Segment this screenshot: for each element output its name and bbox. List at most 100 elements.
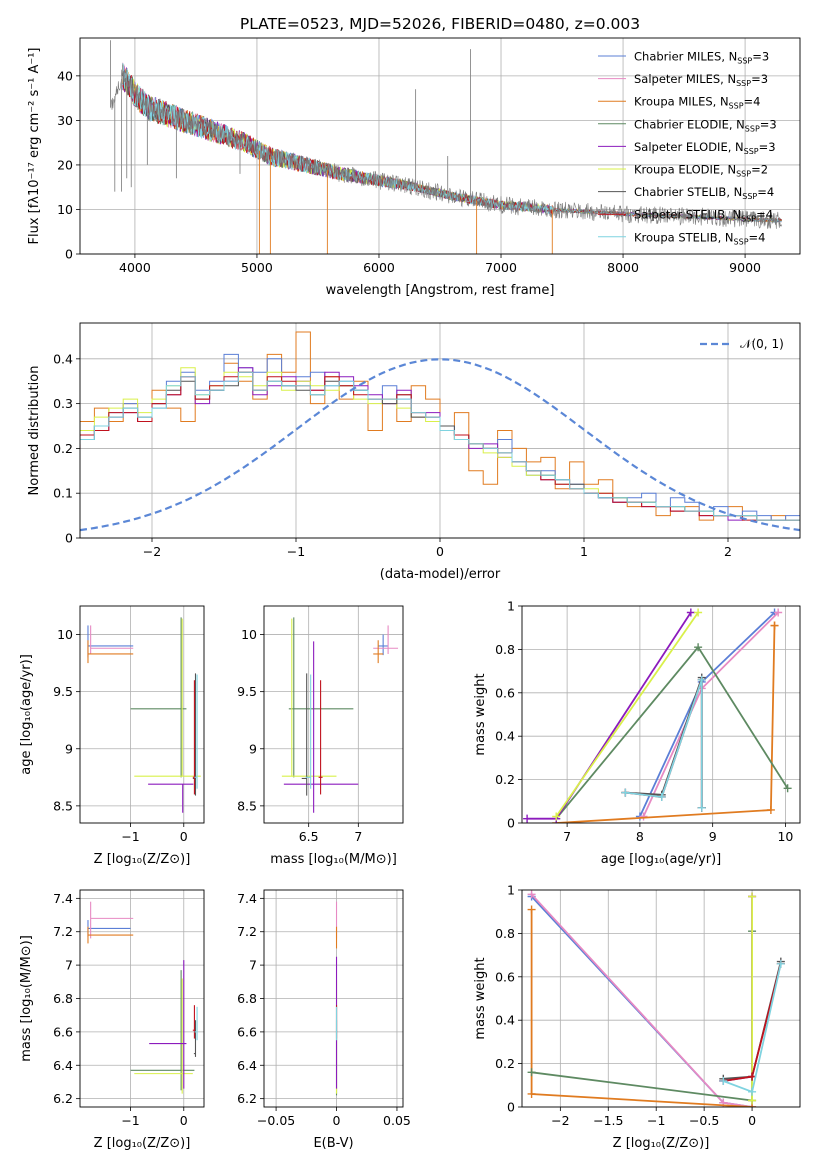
x-tick-label: 7 <box>563 829 571 844</box>
errorbar-salpeter-stelib <box>318 680 323 795</box>
y-tick-label: 0 <box>507 1100 515 1115</box>
y-tick-label: 1 <box>507 599 515 614</box>
grid <box>522 889 800 1108</box>
weight-marker-salpeter-miles <box>774 608 783 617</box>
weight-marker-kroupa-elodie <box>552 812 561 821</box>
axes-age_vs_Z: −1 0 8.5 9 9.5 10 Z [log₁₀(Z/Z⊙)] age [log₁₀(ag… <box>19 605 205 867</box>
y-tick-label: 7.2 <box>237 924 257 939</box>
x-tick-label: −2 <box>143 544 161 559</box>
weight-marker-kroupa-stelib <box>697 803 706 812</box>
errorbar-chabrier-elodie <box>130 970 195 1091</box>
x-tick-label: 6.5 <box>299 829 319 844</box>
errorbar-kroupa-miles <box>87 926 134 944</box>
plot-area <box>87 901 198 1094</box>
y-tick-label: 9 <box>65 741 73 756</box>
errorbar-chabrier-stelib <box>193 1020 197 1057</box>
y-tick-label: 6.4 <box>237 1058 257 1073</box>
y-tick-label: 10 <box>241 627 257 642</box>
legend-label-salpeter-stelib: Salpeter STELIB, NSSP=4 <box>634 208 773 224</box>
x-tick-label: 9000 <box>729 260 761 275</box>
weight-marker-kroupa-stelib <box>719 1076 728 1085</box>
x-axis-label: E(B-V) <box>313 1136 353 1151</box>
y-tick-label: 7.2 <box>53 924 73 939</box>
x-axis-label: Z [log₁₀(Z/Z⊙)] <box>94 1136 191 1151</box>
errorbar-salpeter-miles <box>90 901 134 939</box>
y-tick-label: 7.4 <box>237 891 257 906</box>
errorbar-kroupa-stelib <box>194 1006 198 1041</box>
plot-area <box>527 890 785 1107</box>
weight-marker-salpeter-elodie <box>523 814 532 823</box>
x-tick-label: 1 <box>580 544 588 559</box>
legend-label-chabrier-stelib: Chabrier STELIB, NSSP=4 <box>634 185 774 201</box>
legend-label-chabrier-miles: Chabrier MILES, NSSP=3 <box>634 50 769 66</box>
weight-marker-kroupa-elodie <box>694 608 703 617</box>
x-tick-label: 0 <box>436 544 444 559</box>
x-tick-label: 0 <box>180 829 188 844</box>
y-tick-label: 7 <box>249 958 257 973</box>
x-axis-label: age [log₁₀(age/yr)] <box>601 852 722 867</box>
y-tick-label: 0.4 <box>53 351 73 366</box>
y-tick-label: 8.5 <box>237 798 257 813</box>
x-tick-label: 8000 <box>607 260 639 275</box>
x-tick-label: 0 <box>180 1113 188 1128</box>
x-tick-label: −2 <box>551 1113 569 1128</box>
legend-label-kroupa-elodie: Kroupa ELODIE, NSSP=2 <box>634 163 768 179</box>
legend: Chabrier MILES, NSSP=3 Salpeter MILES, NS… <box>598 50 777 246</box>
y-axis-label: Flux [fλ10⁻¹⁷ erg cm⁻² s⁻¹ A⁻¹] <box>27 48 42 245</box>
grid <box>264 890 403 1107</box>
y-tick-label: 7.4 <box>53 891 73 906</box>
errorbar-chabrier-stelib <box>301 673 308 796</box>
plot-area <box>87 617 201 813</box>
y-tick-label: 6.4 <box>53 1058 73 1073</box>
x-axis-label: wavelength [Angstrom, rest frame] <box>326 283 555 298</box>
errorbar-kroupa-stelib <box>194 674 198 789</box>
x-tick-label: 2 <box>724 544 732 559</box>
y-tick-label: 0 <box>65 247 73 262</box>
errorbar-kroupa-miles <box>87 640 134 664</box>
axes-age_vs_mass: 6.5 7 8.5 9 9.5 10 mass [log₁₀(M/M⊙)] <box>237 605 404 867</box>
y-tick-label: 40 <box>57 68 73 83</box>
weight-marker-salpeter-miles <box>639 812 648 821</box>
y-axis-label: age [log₁₀(age/yr)] <box>19 654 34 775</box>
weight-line-salpeter-elodie <box>527 612 692 820</box>
weight-marker-kroupa-stelib <box>776 959 785 968</box>
y-tick-label: 9 <box>249 741 257 756</box>
errorbar-kroupa-elodie <box>134 978 193 1094</box>
errorbar-salpeter-elodie <box>149 960 187 1089</box>
errorbar-salpeter-miles <box>373 625 399 654</box>
errorbar-kroupa-stelib <box>305 674 312 789</box>
spectrum-data <box>110 69 782 229</box>
plot-area <box>281 617 399 813</box>
grid <box>522 605 800 824</box>
y-tick-label: 10 <box>57 627 73 642</box>
y-axis-label: mass [log₁₀(M/M⊙)] <box>19 935 34 1062</box>
weight-line-chabrier-miles <box>639 611 776 817</box>
x-tick-label: 4000 <box>119 260 151 275</box>
x-tick-label: −1.5 <box>593 1113 623 1128</box>
grid <box>80 890 204 1107</box>
axes-frame <box>263 605 404 824</box>
x-axis-label: Z [log₁₀(Z/Z⊙)] <box>94 852 191 867</box>
y-tick-label: 7 <box>65 958 73 973</box>
plot-area <box>110 40 783 254</box>
weight-line-kroupa-elodie <box>555 611 699 818</box>
x-tick-label: 0.05 <box>383 1113 411 1128</box>
weight-marker-kroupa-miles <box>527 905 536 914</box>
hist-salpeter-stelib <box>80 371 800 526</box>
y-tick-label: 0.1 <box>53 486 73 501</box>
y-tick-label: 0.8 <box>495 642 515 657</box>
weight-marker-kroupa-stelib <box>621 788 630 797</box>
legend-label-chabrier-elodie: Chabrier ELODIE, NSSP=3 <box>634 117 777 133</box>
y-tick-label: 30 <box>57 113 73 128</box>
x-tick-label: −0.05 <box>257 1113 295 1128</box>
weight-marker-kroupa-miles <box>770 621 779 630</box>
errorbar-chabrier-elodie <box>130 617 187 778</box>
y-tick-label: 6.8 <box>53 991 73 1006</box>
axes-frame <box>79 322 801 539</box>
x-tick-label: −1 <box>647 1113 665 1128</box>
axes-mass_vs_ebv: −0.05 0 0.05 6.2 6.4 6.6 6.8 7 7.2 7.4 E(B-V) <box>237 889 411 1151</box>
weight-marker-kroupa-miles <box>527 1089 536 1098</box>
y-axis-label: mass weight <box>473 673 488 755</box>
x-tick-label: −0.5 <box>689 1113 719 1128</box>
